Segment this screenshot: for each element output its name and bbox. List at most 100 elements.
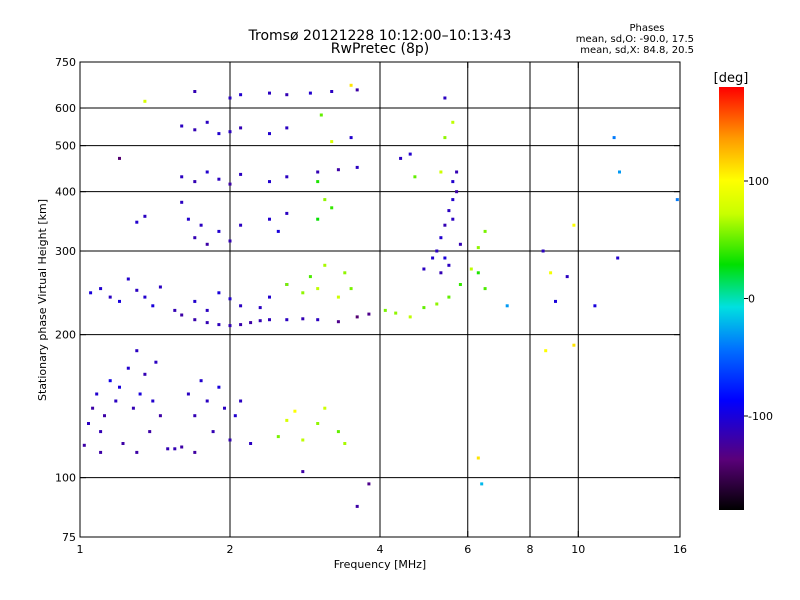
- data-point: [158, 285, 162, 289]
- data-point: [336, 320, 340, 324]
- data-point: [285, 126, 289, 130]
- data-point: [143, 372, 147, 376]
- data-point: [121, 442, 125, 445]
- data-point: [217, 385, 221, 389]
- data-point: [616, 256, 620, 260]
- data-point: [349, 83, 353, 87]
- data-point: [193, 414, 197, 418]
- data-point: [343, 442, 347, 445]
- x-tick-label: 4: [377, 543, 384, 556]
- x-tick-label: 10: [571, 543, 585, 556]
- data-point: [126, 277, 130, 281]
- data-point: [118, 299, 121, 303]
- data-point: [293, 409, 297, 413]
- data-point: [308, 275, 312, 279]
- data-point: [439, 271, 443, 275]
- data-point: [228, 182, 232, 186]
- data-point: [205, 399, 209, 403]
- data-point: [383, 308, 387, 312]
- data-point: [193, 450, 197, 454]
- data-point: [612, 136, 616, 140]
- data-point: [205, 308, 209, 312]
- y-tick-label: 500: [55, 140, 76, 153]
- data-point: [451, 180, 455, 184]
- data-point: [239, 223, 243, 227]
- data-point: [316, 318, 320, 322]
- data-point: [439, 236, 443, 240]
- data-point: [316, 170, 320, 174]
- data-point: [82, 443, 86, 447]
- data-point: [422, 267, 426, 271]
- y-tick-label: 750: [55, 56, 76, 69]
- data-point: [301, 291, 305, 295]
- colorbar: [719, 87, 744, 510]
- data-point: [439, 170, 443, 174]
- y-tick-label: 75: [62, 531, 76, 544]
- data-point: [193, 128, 197, 132]
- data-point: [285, 211, 289, 215]
- data-point: [458, 242, 462, 246]
- y-tick-label: 300: [55, 245, 76, 258]
- data-point: [180, 445, 184, 449]
- data-point: [323, 198, 327, 202]
- data-point: [193, 90, 197, 93]
- data-point: [458, 283, 462, 286]
- data-point: [367, 312, 371, 316]
- data-point: [211, 430, 215, 434]
- data-point: [268, 217, 271, 221]
- data-point: [451, 217, 455, 221]
- data-point: [87, 422, 90, 425]
- data-point: [239, 126, 243, 130]
- data-point: [205, 170, 209, 174]
- x-tick-label: 16: [673, 543, 687, 556]
- data-point: [239, 93, 243, 97]
- data-point: [154, 360, 158, 364]
- data-point: [258, 306, 262, 310]
- data-point: [186, 392, 190, 396]
- data-point: [268, 180, 271, 184]
- data-point: [675, 198, 679, 202]
- data-point: [135, 288, 139, 292]
- data-point: [89, 291, 93, 295]
- data-point: [447, 209, 451, 213]
- data-point: [131, 406, 135, 410]
- data-point: [143, 214, 147, 218]
- data-point: [323, 263, 327, 267]
- data-point: [443, 136, 447, 140]
- y-axis-label: Stationary phase Virtual Height [km]: [36, 199, 49, 401]
- colorbar-tick-label: 100: [748, 175, 769, 188]
- data-point: [228, 438, 232, 442]
- data-point: [544, 349, 548, 353]
- data-point: [173, 308, 177, 312]
- data-point: [217, 291, 221, 295]
- data-point: [228, 239, 232, 243]
- grid-lines: [80, 62, 680, 537]
- data-point: [301, 317, 305, 321]
- data-point: [148, 430, 152, 434]
- data-point: [349, 287, 353, 291]
- y-tick-label: 200: [55, 329, 76, 342]
- data-point: [447, 295, 451, 299]
- data-point: [422, 306, 426, 310]
- data-point: [483, 229, 487, 233]
- data-point: [143, 99, 147, 103]
- data-point: [126, 366, 130, 370]
- data-point: [451, 120, 455, 124]
- data-point: [316, 287, 320, 291]
- data-point: [223, 406, 226, 410]
- data-point: [143, 295, 147, 299]
- data-point: [228, 297, 232, 301]
- data-point: [249, 442, 253, 445]
- data-point: [166, 447, 170, 451]
- data-point: [233, 414, 237, 418]
- x-tick-label: 2: [227, 543, 234, 556]
- data-point: [285, 93, 289, 97]
- data-point: [99, 450, 103, 454]
- data-point: [593, 304, 597, 308]
- data-point: [316, 180, 320, 184]
- data-point: [323, 406, 327, 410]
- data-point: [355, 88, 359, 92]
- data-point: [330, 90, 334, 93]
- data-point: [336, 295, 340, 299]
